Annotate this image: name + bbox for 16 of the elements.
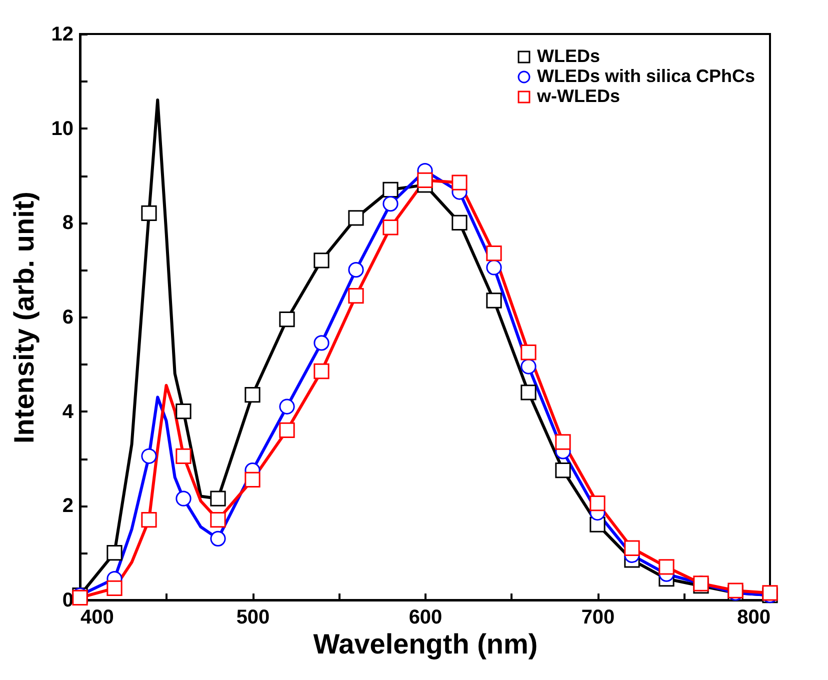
x-axis-title: Wavelength (nm) (313, 628, 538, 660)
legend-label: WLEDs (537, 46, 600, 66)
y-tick-label: 10 (51, 118, 74, 140)
x-tick-label: 800 (737, 606, 770, 628)
x-tick-label: 500 (236, 606, 270, 628)
y-tick-label: 8 (62, 212, 74, 234)
y-tick-label: 2 (62, 495, 74, 518)
legend-label: WLEDs with silica CPhCs (537, 66, 756, 86)
y-axis-title: Intensity (arb. unit) (8, 192, 40, 444)
x-tick-label: 400 (80, 606, 114, 628)
y-tick-label: 6 (62, 306, 74, 328)
y-tick-label: 4 (62, 400, 74, 423)
legend-label: w-WLEDs (536, 86, 620, 106)
x-tick-label: 600 (408, 606, 442, 628)
y-tick-label: 12 (51, 24, 74, 46)
x-tick-label: 700 (581, 606, 615, 628)
